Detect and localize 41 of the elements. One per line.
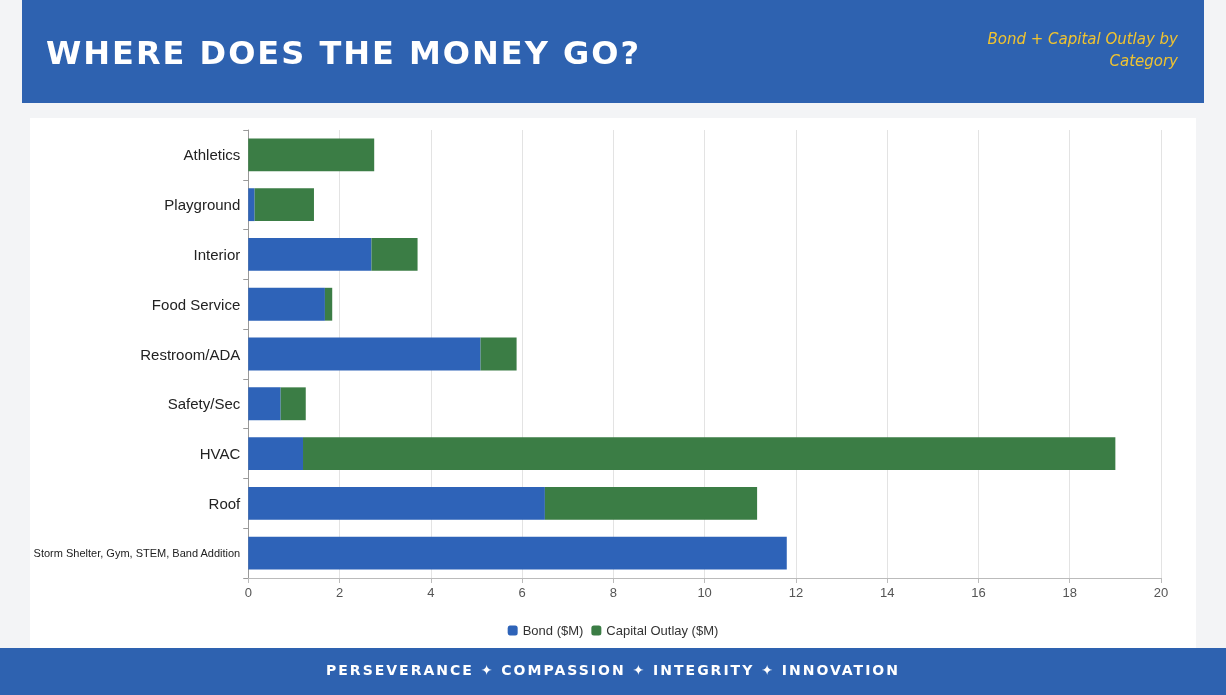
y-tick-label: HVAC xyxy=(199,445,241,463)
x-tick-label: 14 xyxy=(879,585,895,600)
bar xyxy=(480,337,517,371)
bar xyxy=(248,437,304,470)
x-tick-label: 8 xyxy=(609,585,617,600)
y-tick-label: Athletics xyxy=(183,146,241,164)
x-tick-label: 20 xyxy=(1153,585,1169,600)
y-tick-label: Food Service xyxy=(151,295,241,313)
bar xyxy=(544,486,758,520)
x-tick-label: 4 xyxy=(427,585,435,600)
x-tick-label: 12 xyxy=(788,585,804,600)
y-tick-label: Safety/Sec xyxy=(167,395,241,413)
legend-label: Capital Outlay ($M) xyxy=(606,623,719,638)
bar xyxy=(248,536,787,570)
bar xyxy=(248,337,481,371)
bar xyxy=(280,387,306,421)
text: PERSEVERANCE ✦ COMPASSION ✦ INTEGRITY ✦ INNOVATION xyxy=(325,662,901,678)
bar xyxy=(324,287,333,321)
y-tick-label: Storm Shelter, Gym, STEM, Band Addition xyxy=(33,547,241,560)
x-tick-label: 10 xyxy=(697,585,712,600)
x-tick-label: 16 xyxy=(971,585,986,600)
x-tick-label: 2 xyxy=(335,585,344,600)
bar xyxy=(248,287,325,321)
bar xyxy=(248,486,545,520)
y-tick-label: Restroom/ADA xyxy=(140,345,241,363)
bar xyxy=(248,188,255,222)
y-tick-label: Interior xyxy=(193,245,241,263)
x-tick-label: 6 xyxy=(518,585,526,600)
legend-label: Bond ($M) xyxy=(522,623,584,638)
chart-title: WHERE DOES THE MONEY GO? xyxy=(46,34,642,72)
y-tick-label: Roof xyxy=(208,494,242,512)
bar xyxy=(248,387,281,421)
y-tick-label: Playground xyxy=(164,196,241,214)
bar xyxy=(248,238,372,271)
bar xyxy=(254,188,314,222)
chart-subtitle: Bond + Capital Outlay by Category xyxy=(986,29,1178,72)
bar xyxy=(303,437,1116,470)
bar xyxy=(248,138,375,172)
x-tick-label: 18 xyxy=(1062,585,1077,600)
x-tick-label: 0 xyxy=(244,585,252,600)
bar xyxy=(371,238,418,271)
